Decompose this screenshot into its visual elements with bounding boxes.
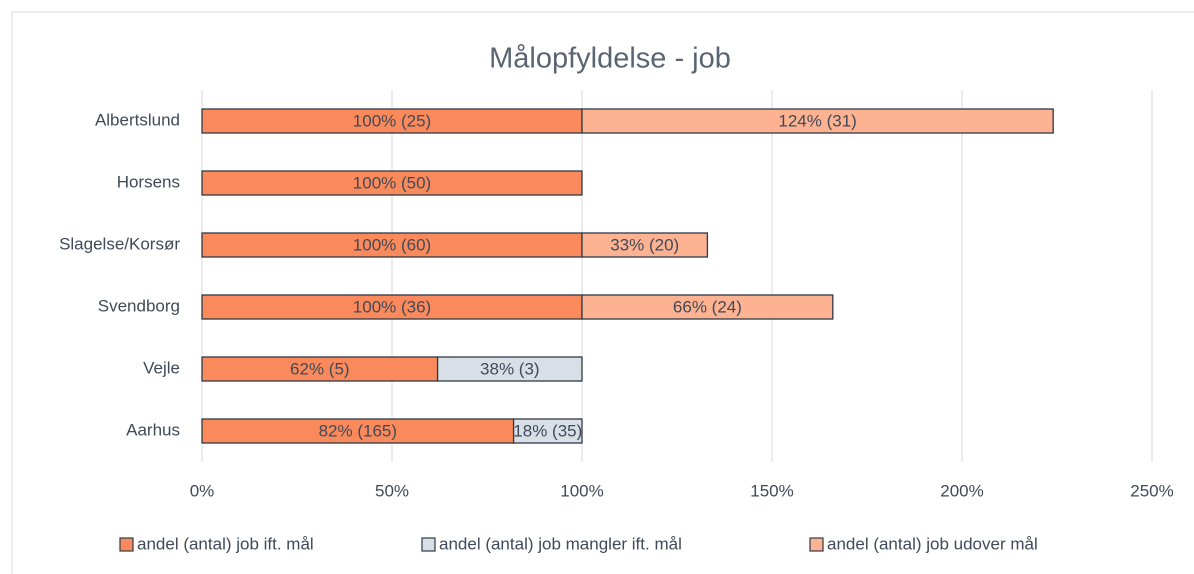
- x-tick-label: 0%: [190, 481, 215, 500]
- legend-label: andel (antal) job udover mål: [827, 534, 1038, 553]
- legend-label: andel (antal) job mangler ift. mål: [439, 534, 682, 553]
- y-tick-label: Horsens: [117, 172, 180, 191]
- bar-segment: [201, 294, 583, 320]
- bar-segment: [201, 356, 439, 382]
- x-tick-label: 200%: [940, 481, 983, 500]
- data-label: 18% (35): [513, 421, 582, 440]
- bar-segment: [512, 418, 583, 444]
- legend-swatch: [421, 537, 436, 552]
- data-label: 66% (24): [673, 297, 742, 316]
- data-label: 100% (36): [353, 297, 431, 316]
- y-tick-label: Vejle: [143, 358, 180, 377]
- bar-segment: [581, 232, 709, 258]
- data-label: 100% (50): [353, 173, 431, 192]
- data-label: 33% (20): [610, 235, 679, 254]
- bar-segment: [581, 294, 834, 320]
- bar-segment: [201, 170, 583, 196]
- y-tick-label: Aarhus: [126, 420, 180, 439]
- data-label: 62% (5): [290, 359, 350, 378]
- x-tick-label: 150%: [750, 481, 793, 500]
- chart-frame: [11, 11, 1194, 574]
- x-tick-label: 50%: [375, 481, 409, 500]
- data-label: 100% (25): [353, 111, 431, 130]
- legend-label: andel (antal) job ift. mål: [137, 534, 314, 553]
- x-tick-label: 100%: [560, 481, 603, 500]
- data-label: 38% (3): [480, 359, 540, 378]
- bar-segment: [581, 108, 1054, 134]
- y-tick-label: Albertslund: [95, 110, 180, 129]
- y-tick-label: Svendborg: [98, 296, 180, 315]
- data-label: 100% (60): [353, 235, 431, 254]
- bar-segment: [436, 356, 583, 382]
- x-tick-label: 250%: [1130, 481, 1173, 500]
- legend-swatch: [119, 537, 134, 552]
- y-tick-label: Slagelse/Korsør: [59, 234, 180, 253]
- chart-title: Målopfyldelse - job: [489, 43, 731, 75]
- data-label: 82% (165): [319, 421, 397, 440]
- legend-swatch: [809, 537, 824, 552]
- bar-segment: [201, 418, 515, 444]
- data-label: 124% (31): [778, 111, 856, 130]
